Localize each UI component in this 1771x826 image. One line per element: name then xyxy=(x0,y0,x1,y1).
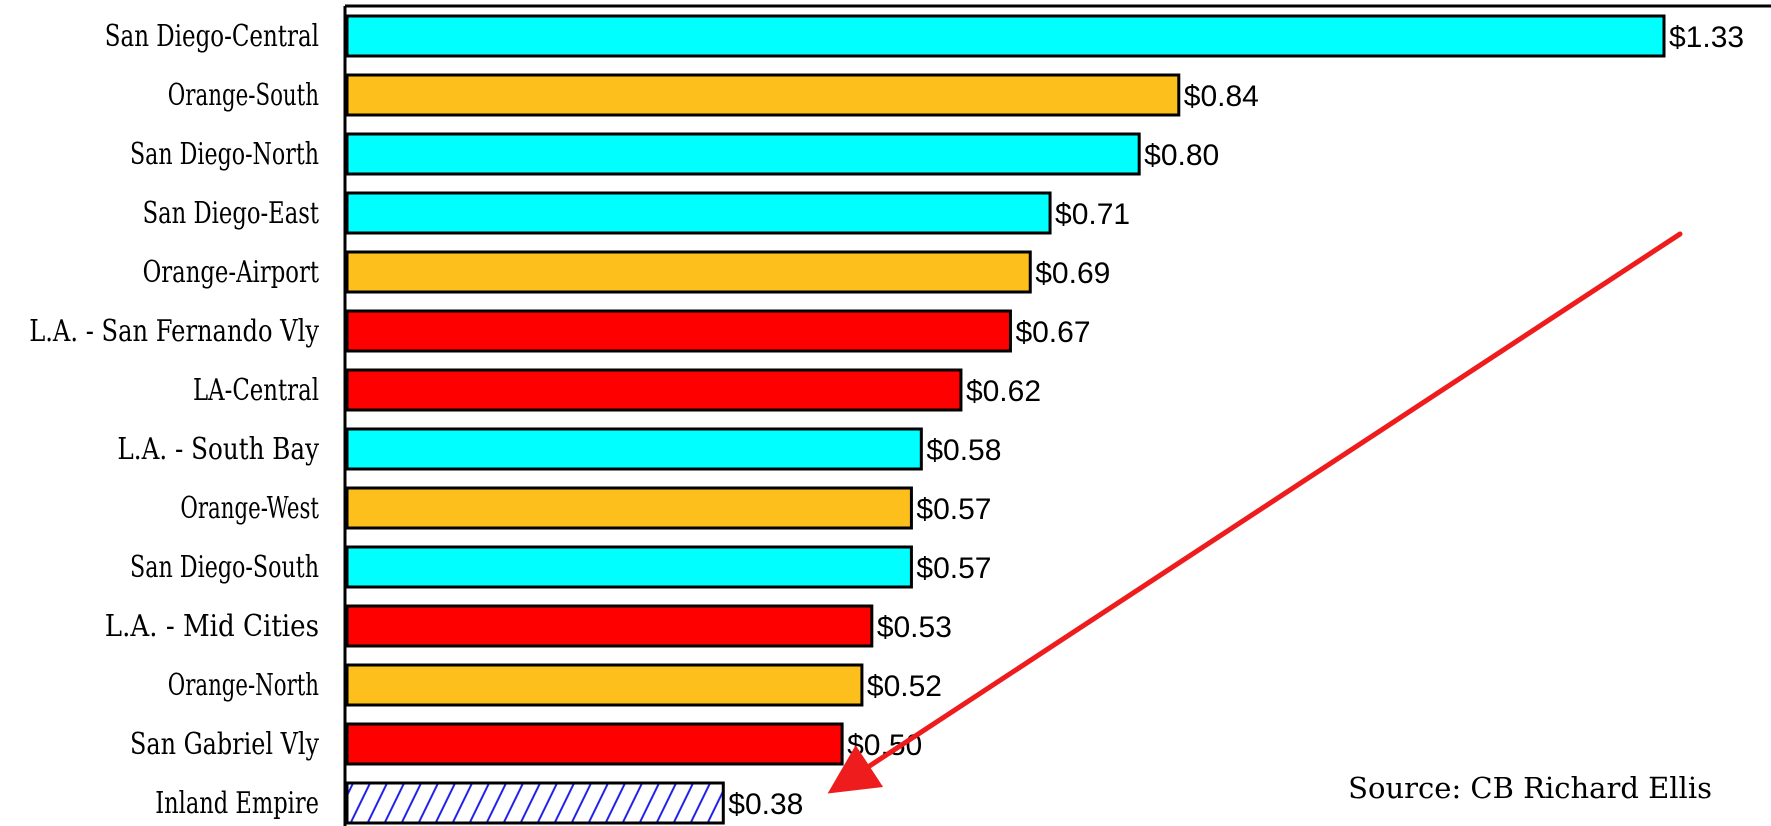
annotation-arrow xyxy=(827,231,1683,794)
bar-san-diego-east xyxy=(345,191,1052,235)
category-label-orange-north: Orange-North xyxy=(168,668,319,703)
value-label-orange-north: $0.52 xyxy=(867,670,942,703)
category-label-orange-west: Orange-West xyxy=(180,491,319,526)
plot-frame xyxy=(343,4,1771,826)
bar-l-a-mid-cities xyxy=(345,604,874,648)
category-label-orange-airport: Orange-Airport xyxy=(143,255,319,290)
bar-la-central xyxy=(345,368,963,412)
source-note: Source: CB Richard Ellis xyxy=(1348,771,1712,805)
value-label-orange-airport: $0.69 xyxy=(1035,257,1110,290)
bar-san-diego-north xyxy=(345,132,1141,176)
category-labels: San Diego-Central Orange-South San Diego-N… xyxy=(29,19,319,821)
value-label-orange-south: $0.84 xyxy=(1184,80,1259,113)
category-label-orange-south: Orange-South xyxy=(168,78,319,113)
bar-orange-north xyxy=(345,663,864,707)
category-label-inland-empire: Inland Empire xyxy=(155,786,319,821)
category-label-l-a-san-fernando-vly: L.A. - San Fernando Vly xyxy=(29,314,319,349)
value-label-l-a-mid-cities: $0.53 xyxy=(877,611,952,644)
value-label-orange-west: $0.57 xyxy=(916,493,991,526)
value-label-san-diego-north: $0.80 xyxy=(1144,139,1219,172)
value-label-inland-empire: $0.38 xyxy=(728,788,803,821)
bar-orange-airport xyxy=(345,250,1032,294)
category-label-san-diego-north: San Diego-North xyxy=(130,137,319,172)
category-label-san-diego-central: San Diego-Central xyxy=(105,19,319,54)
category-label-san-diego-south: San Diego-South xyxy=(130,550,319,585)
bar-san-gabriel-vly xyxy=(345,722,844,766)
value-label-l-a-san-fernando-vly: $0.67 xyxy=(1015,316,1090,349)
category-label-l-a-mid-cities: L.A. - Mid Cities xyxy=(105,609,319,644)
category-label-san-gabriel-vly: San Gabriel Vly xyxy=(130,727,319,762)
bar-inland-empire xyxy=(345,781,725,825)
category-label-la-central: LA-Central xyxy=(193,373,319,408)
bars-group xyxy=(345,14,1666,825)
value-label-san-diego-south: $0.57 xyxy=(916,552,991,585)
bar-orange-south xyxy=(345,73,1181,117)
value-label-san-diego-east: $0.71 xyxy=(1055,198,1130,231)
value-label-san-diego-central: $1.33 xyxy=(1669,21,1744,54)
bar-orange-west xyxy=(345,486,913,530)
bar-l-a-south-bay xyxy=(345,427,923,471)
category-label-san-diego-east: San Diego-East xyxy=(143,196,319,231)
bar-san-diego-south xyxy=(345,545,913,589)
category-label-l-a-south-bay: L.A. - South Bay xyxy=(117,432,319,467)
bar-l-a-san-fernando-vly xyxy=(345,309,1012,353)
value-label-l-a-south-bay: $0.58 xyxy=(926,434,1001,467)
value-label-la-central: $0.62 xyxy=(966,375,1041,408)
bar-san-diego-central xyxy=(345,14,1666,58)
